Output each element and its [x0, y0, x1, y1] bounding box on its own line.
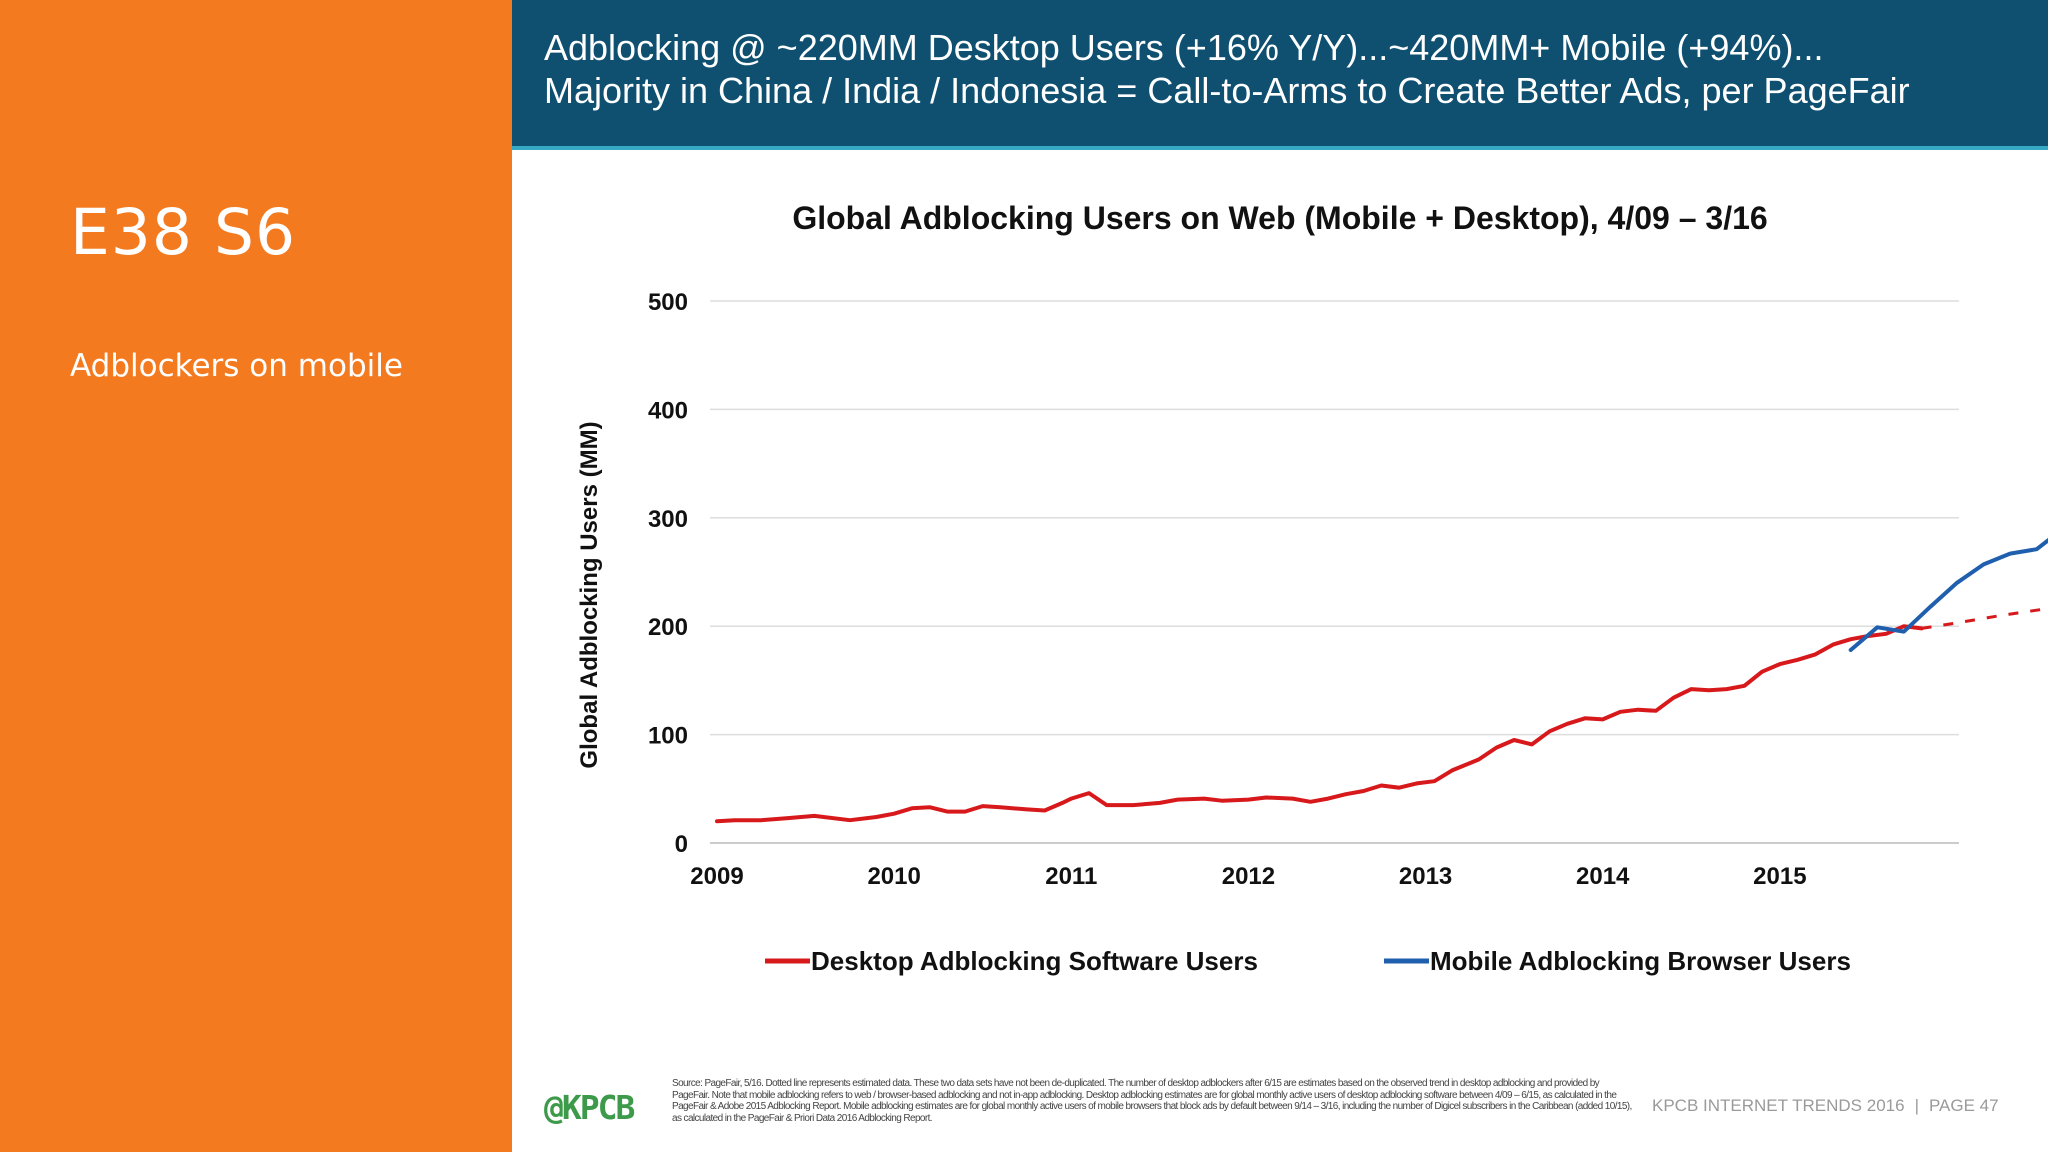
footer-trends-label: KPCB INTERNET TRENDS 2016	[1652, 1096, 1905, 1115]
y-tick-100: 100	[648, 723, 688, 750]
x-tick-2015: 2015	[1753, 863, 1806, 890]
adblocking-chart: Global Adblocking Users on Web (Mobile +…	[576, 200, 2048, 976]
slide-content: Adblocking @ ~220MM Desktop Users (+16% …	[512, 0, 2048, 1152]
sidebar: E38 S6 Adblockers on mobile	[0, 0, 512, 1152]
x-tick-2012: 2012	[1222, 863, 1275, 890]
source-note: Source: PageFair, 5/16. Dotted line repr…	[672, 1078, 1632, 1124]
header-line-1: Adblocking @ ~220MM Desktop Users (+16% …	[544, 27, 1824, 68]
footer-page-info: KPCB INTERNET TRENDS 2016 | PAGE 47	[1652, 1096, 1999, 1116]
sidebar-title: E38 S6	[70, 196, 297, 269]
y-axis-label: Global Adblocking Users (MM)	[576, 421, 603, 768]
series-line-2	[1848, 537, 2048, 652]
y-tick-labels: 0 100 200 300 400 500	[648, 289, 688, 858]
y-tick-0: 0	[675, 831, 688, 858]
header-line-2: Majority in China / India / Indonesia = …	[544, 70, 1910, 111]
footer-separator: |	[1914, 1096, 1919, 1115]
slide-header: Adblocking @ ~220MM Desktop Users (+16% …	[512, 0, 2048, 150]
kpcb-logo: @KPCB	[544, 1088, 635, 1127]
legend-desktop-label: Desktop Adblocking Software Users	[811, 946, 1258, 976]
y-tick-300: 300	[648, 506, 688, 533]
series-line-1	[1921, 607, 2048, 630]
chart-title: Global Adblocking Users on Web (Mobile +…	[792, 200, 1767, 236]
x-tick-2009: 2009	[690, 863, 743, 890]
y-tick-400: 400	[648, 397, 688, 424]
x-tick-labels: 2009 2010 2011 2012 2013 2014 2015	[690, 863, 1806, 890]
x-tick-2010: 2010	[867, 863, 920, 890]
y-tick-500: 500	[648, 289, 688, 316]
sidebar-subtitle: Adblockers on mobile	[70, 348, 403, 384]
x-tick-2014: 2014	[1576, 863, 1630, 890]
series-line-0	[715, 624, 1924, 824]
y-tick-200: 200	[648, 614, 688, 641]
x-tick-2011: 2011	[1045, 863, 1097, 890]
series-layer	[715, 537, 2048, 824]
grid-layer	[710, 300, 1959, 844]
footer-page-number: PAGE 47	[1928, 1096, 1999, 1115]
x-tick-2013: 2013	[1399, 863, 1452, 890]
chart-legend: Desktop Adblocking Software Users Mobile…	[765, 946, 1851, 976]
legend-mobile-label: Mobile Adblocking Browser Users	[1430, 946, 1851, 976]
